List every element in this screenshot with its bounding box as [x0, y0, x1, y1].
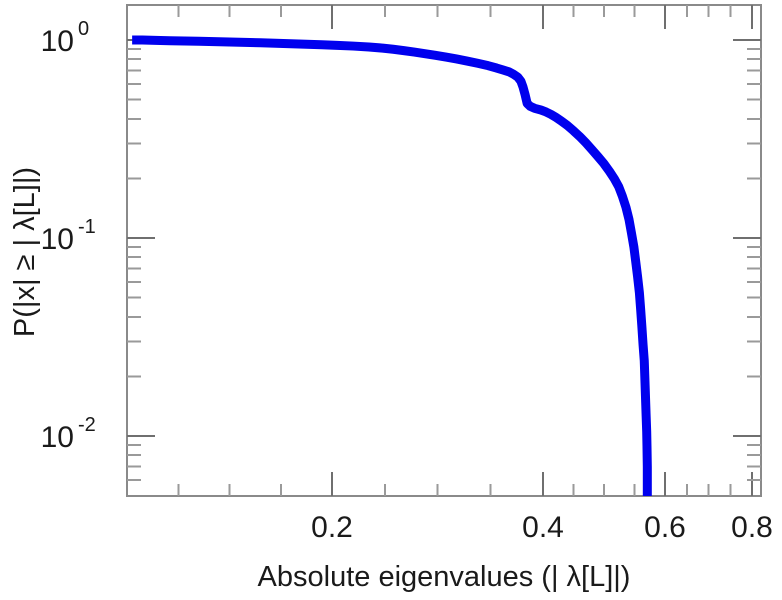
y-tick-mantissa: 10 — [41, 25, 74, 58]
y-tick-label: 10 0 — [41, 18, 90, 58]
x-tick-label: 0.6 — [644, 511, 686, 544]
y-tick-mantissa: 10 — [41, 421, 74, 454]
y-tick-mantissa: 10 — [41, 223, 74, 256]
plot-frame — [125, 3, 763, 498]
x-tick-label: 0.8 — [731, 511, 773, 544]
x-tick-label: 0.2 — [311, 511, 353, 544]
y-tick-label: 10 -1 — [41, 216, 96, 256]
x-axis-title: Absolute eigenvalues (| λ[L]|) — [258, 561, 631, 593]
data-series-line — [132, 35, 652, 496]
axes-box — [125, 3, 763, 498]
y-tick-exponent: 0 — [78, 18, 89, 40]
x-tick-label: 0.4 — [522, 511, 564, 544]
y-tick-exponent: -2 — [78, 414, 96, 436]
data-series-layer — [132, 35, 652, 496]
y-axis-title: P(|x| ≥ | λ[L]|) — [9, 167, 41, 337]
y-tick-exponent: -1 — [78, 216, 96, 238]
y-tick-label: 10 -2 — [41, 414, 96, 454]
tick-marks — [127, 5, 761, 496]
